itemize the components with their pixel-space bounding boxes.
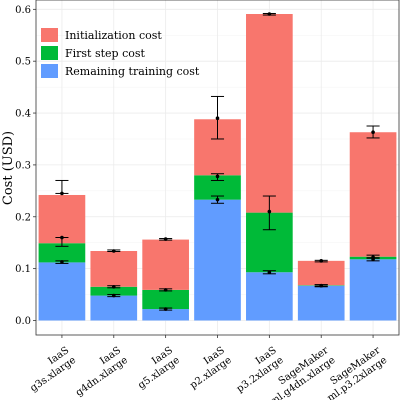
legend-label: First step cost bbox=[65, 47, 146, 60]
bar-segment bbox=[38, 194, 86, 244]
mean-point bbox=[163, 307, 168, 311]
legend-key bbox=[41, 64, 58, 78]
bar-segment bbox=[142, 309, 189, 321]
mean-point bbox=[267, 12, 272, 16]
bar-segment bbox=[90, 250, 138, 287]
bar-segment bbox=[90, 286, 138, 296]
bar-segment bbox=[38, 243, 86, 263]
y-axis: 0.0 0.1 0.2 0.3 0.4 0.5 0.6 bbox=[15, 5, 36, 327]
mean-point bbox=[163, 288, 168, 292]
mean-point bbox=[215, 116, 220, 121]
mean-point bbox=[267, 209, 272, 214]
mean-point bbox=[60, 191, 64, 196]
mean-point bbox=[60, 235, 64, 240]
bar-segment bbox=[297, 285, 345, 321]
bars-group bbox=[38, 14, 397, 321]
mean-point bbox=[60, 260, 64, 264]
bar-segment bbox=[246, 272, 293, 321]
y-tick-label: 0.0 bbox=[15, 316, 31, 327]
y-tick-label: 0.6 bbox=[15, 5, 31, 16]
mean-point bbox=[319, 283, 324, 288]
mean-point bbox=[215, 197, 220, 202]
bar-segment bbox=[349, 259, 397, 321]
y-tick-label: 0.1 bbox=[15, 264, 31, 275]
legend: Initialization cost First step cost Remain… bbox=[41, 28, 200, 78]
mean-point bbox=[215, 174, 220, 179]
points-group bbox=[60, 12, 375, 311]
mean-point bbox=[163, 237, 168, 241]
mean-point bbox=[111, 249, 116, 253]
y-tick-label: 0.2 bbox=[15, 212, 31, 223]
y-tick-label: 0.3 bbox=[15, 160, 31, 171]
mean-point bbox=[111, 284, 116, 289]
legend-label: Initialization cost bbox=[65, 29, 162, 42]
legend-key bbox=[41, 46, 58, 60]
mean-point bbox=[319, 259, 324, 263]
mean-point bbox=[111, 293, 116, 298]
y-tick-label: 0.4 bbox=[15, 109, 31, 120]
mean-point bbox=[267, 270, 272, 275]
bar-segment bbox=[90, 295, 138, 321]
bar-segment bbox=[142, 239, 189, 290]
bar-segment bbox=[142, 289, 189, 310]
legend-label: Remaining training cost bbox=[65, 65, 200, 78]
y-axis-title: Cost (USD) bbox=[1, 131, 16, 205]
bar-segment bbox=[38, 262, 86, 321]
bar-segment bbox=[246, 14, 293, 213]
legend-key bbox=[41, 28, 58, 42]
bar-segment bbox=[194, 199, 241, 321]
y-tick-label: 0.5 bbox=[15, 57, 31, 68]
mean-point bbox=[371, 255, 375, 260]
bar-segment bbox=[349, 132, 397, 257]
bar-segment bbox=[297, 260, 345, 286]
mean-point bbox=[371, 130, 375, 135]
